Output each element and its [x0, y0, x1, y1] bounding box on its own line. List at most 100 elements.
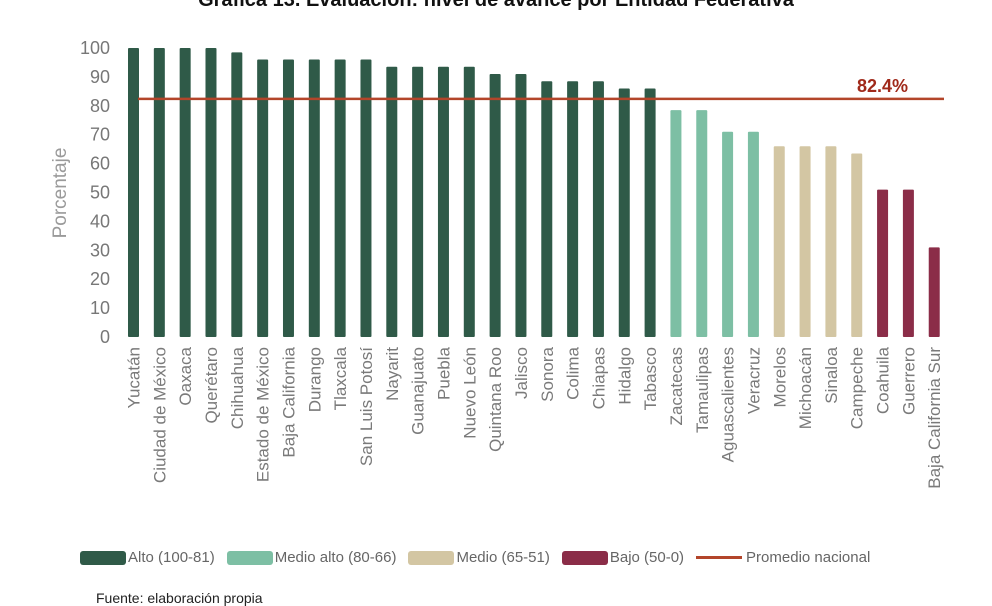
legend-item-medio_alto: Medio alto (80-66)	[226, 549, 397, 566]
bar-nuevo-león	[463, 66, 475, 337]
x-category-label: Hidalgo	[615, 347, 634, 405]
y-tick-label: 40	[90, 211, 110, 231]
bars-group	[128, 48, 940, 338]
x-category-label: Tabasco	[641, 347, 660, 410]
x-category-label: Puebla	[434, 346, 453, 399]
legend-label: Medio alto (80-66)	[274, 549, 397, 566]
x-category-label: Morelos	[770, 347, 789, 407]
x-category-label: Sonora	[538, 346, 557, 401]
y-tick-label: 70	[90, 125, 110, 145]
bar-baja-california	[282, 59, 294, 338]
x-category-label: Guerrero	[899, 347, 918, 415]
y-tick-label: 0	[100, 327, 110, 347]
x-category-label: Ciudad de México	[150, 347, 169, 483]
x-category-label: Estado de México	[254, 347, 273, 482]
chart-title: Gráfica 13. Evaluación: nivel de avance …	[198, 0, 794, 11]
bar-hidalgo	[618, 88, 630, 338]
bar-chihuahua	[231, 52, 243, 338]
bar-quintana-roo	[489, 74, 501, 337]
x-category-label: Baja California Sur	[925, 347, 944, 489]
bar-chart: 0 10 20 30 40 50 60 70 80 90 100 Porcentaje Yucatá…	[50, 38, 945, 489]
bar-ciudad-de-méxico	[153, 48, 165, 337]
x-category-label: Colima	[564, 346, 583, 399]
bar-veracruz	[747, 131, 759, 337]
x-axis-categories: Yucatán Ciudad de México Oaxaca Querétaro Ch…	[125, 346, 945, 488]
bar-baja-california-sur	[928, 247, 940, 337]
x-category-label: Chihuahua	[228, 346, 247, 429]
bar-guanajuato	[412, 66, 424, 337]
bar-tlaxcala	[334, 59, 346, 338]
x-category-label: Chiapas	[589, 347, 608, 409]
y-tick-label: 90	[90, 67, 110, 87]
bar-morelos	[773, 146, 785, 337]
bar-campeche	[851, 153, 863, 337]
y-tick-label: 20	[90, 269, 110, 289]
x-category-label: Nayarit	[383, 347, 402, 401]
legend: Alto (100-81) Medio alto (80-66) Medio (65…	[80, 549, 882, 566]
bar-oaxaca	[179, 48, 191, 337]
x-category-label: Campeche	[848, 347, 867, 429]
x-category-label: Oaxaca	[176, 346, 195, 405]
bar-chiapas	[592, 81, 604, 337]
legend-label: Alto (100-81)	[128, 549, 215, 566]
bar-tamaulipas	[696, 110, 708, 337]
bar-guerrero	[902, 189, 914, 337]
x-category-label: Quintana Roo	[486, 347, 505, 452]
x-category-label: Durango	[305, 347, 324, 412]
x-category-label: Baja California	[279, 346, 298, 457]
bar-tabasco	[644, 88, 656, 338]
y-tick-label: 100	[80, 38, 110, 58]
bar-aguascalientes	[722, 131, 734, 337]
legend-item-promedio: Promedio nacional	[696, 549, 870, 566]
x-category-label: Yucatán	[125, 347, 144, 408]
legend-item-medio: Medio (65-51)	[408, 549, 550, 566]
x-category-label: Nuevo León	[460, 347, 479, 439]
x-category-label: Veracruz	[744, 347, 763, 414]
bar-estado-de-méxico	[257, 59, 269, 338]
y-tick-label: 50	[90, 183, 110, 203]
legend-label: Medio (65-51)	[456, 549, 550, 566]
bar-durango	[308, 59, 320, 338]
average-group: 82.4%	[138, 76, 944, 101]
legend-swatch	[80, 550, 126, 565]
bar-coahuila	[877, 189, 889, 337]
bar-zacatecas	[670, 110, 682, 337]
bar-yucatán	[128, 48, 139, 337]
x-category-label: Guanajuato	[409, 347, 428, 435]
footnote: Fuente: elaboración propia	[96, 590, 263, 606]
y-axis: 0 10 20 30 40 50 60 70 80 90 100	[80, 38, 110, 347]
bar-nayarit	[386, 66, 398, 337]
y-tick-label: 80	[90, 96, 110, 116]
bar-san-luis-potosí	[360, 59, 372, 338]
legend-swatch	[226, 550, 273, 565]
x-category-label: Zacatecas	[667, 347, 686, 425]
legend-swatch	[408, 550, 455, 565]
legend-swatch	[561, 550, 608, 565]
average-label: 82.4%	[857, 76, 908, 96]
x-category-label: Jalisco	[512, 347, 531, 399]
x-category-label: Aguascalientes	[719, 347, 738, 462]
x-category-label: Querétaro	[202, 347, 221, 424]
bar-michoacán	[799, 146, 811, 337]
legend-label: Promedio nacional	[746, 549, 871, 566]
legend-item-bajo: Bajo (50-0)	[561, 549, 685, 566]
y-tick-label: 60	[90, 154, 110, 174]
y-tick-label: 30	[90, 240, 110, 260]
bar-jalisco	[515, 74, 527, 337]
bar-puebla	[437, 66, 449, 337]
legend-item-alto: Alto (100-81)	[80, 549, 215, 566]
legend-swatch	[696, 556, 743, 559]
bar-sonora	[541, 81, 553, 337]
x-category-label: San Luis Potosí	[357, 347, 376, 466]
bar-colima	[567, 81, 579, 337]
legend-label: Bajo (50-0)	[609, 549, 685, 566]
x-category-label: Michoacán	[796, 347, 815, 429]
x-category-label: Coahuila	[874, 346, 893, 414]
y-tick-label: 10	[90, 298, 110, 318]
x-category-label: Tamaulipas	[693, 347, 712, 433]
bar-sinaloa	[825, 146, 837, 337]
x-category-label: Sinaloa	[822, 346, 841, 403]
bar-querétaro	[205, 48, 217, 337]
y-axis-label: Porcentaje	[50, 148, 71, 239]
x-category-label: Tlaxcala	[331, 346, 350, 410]
